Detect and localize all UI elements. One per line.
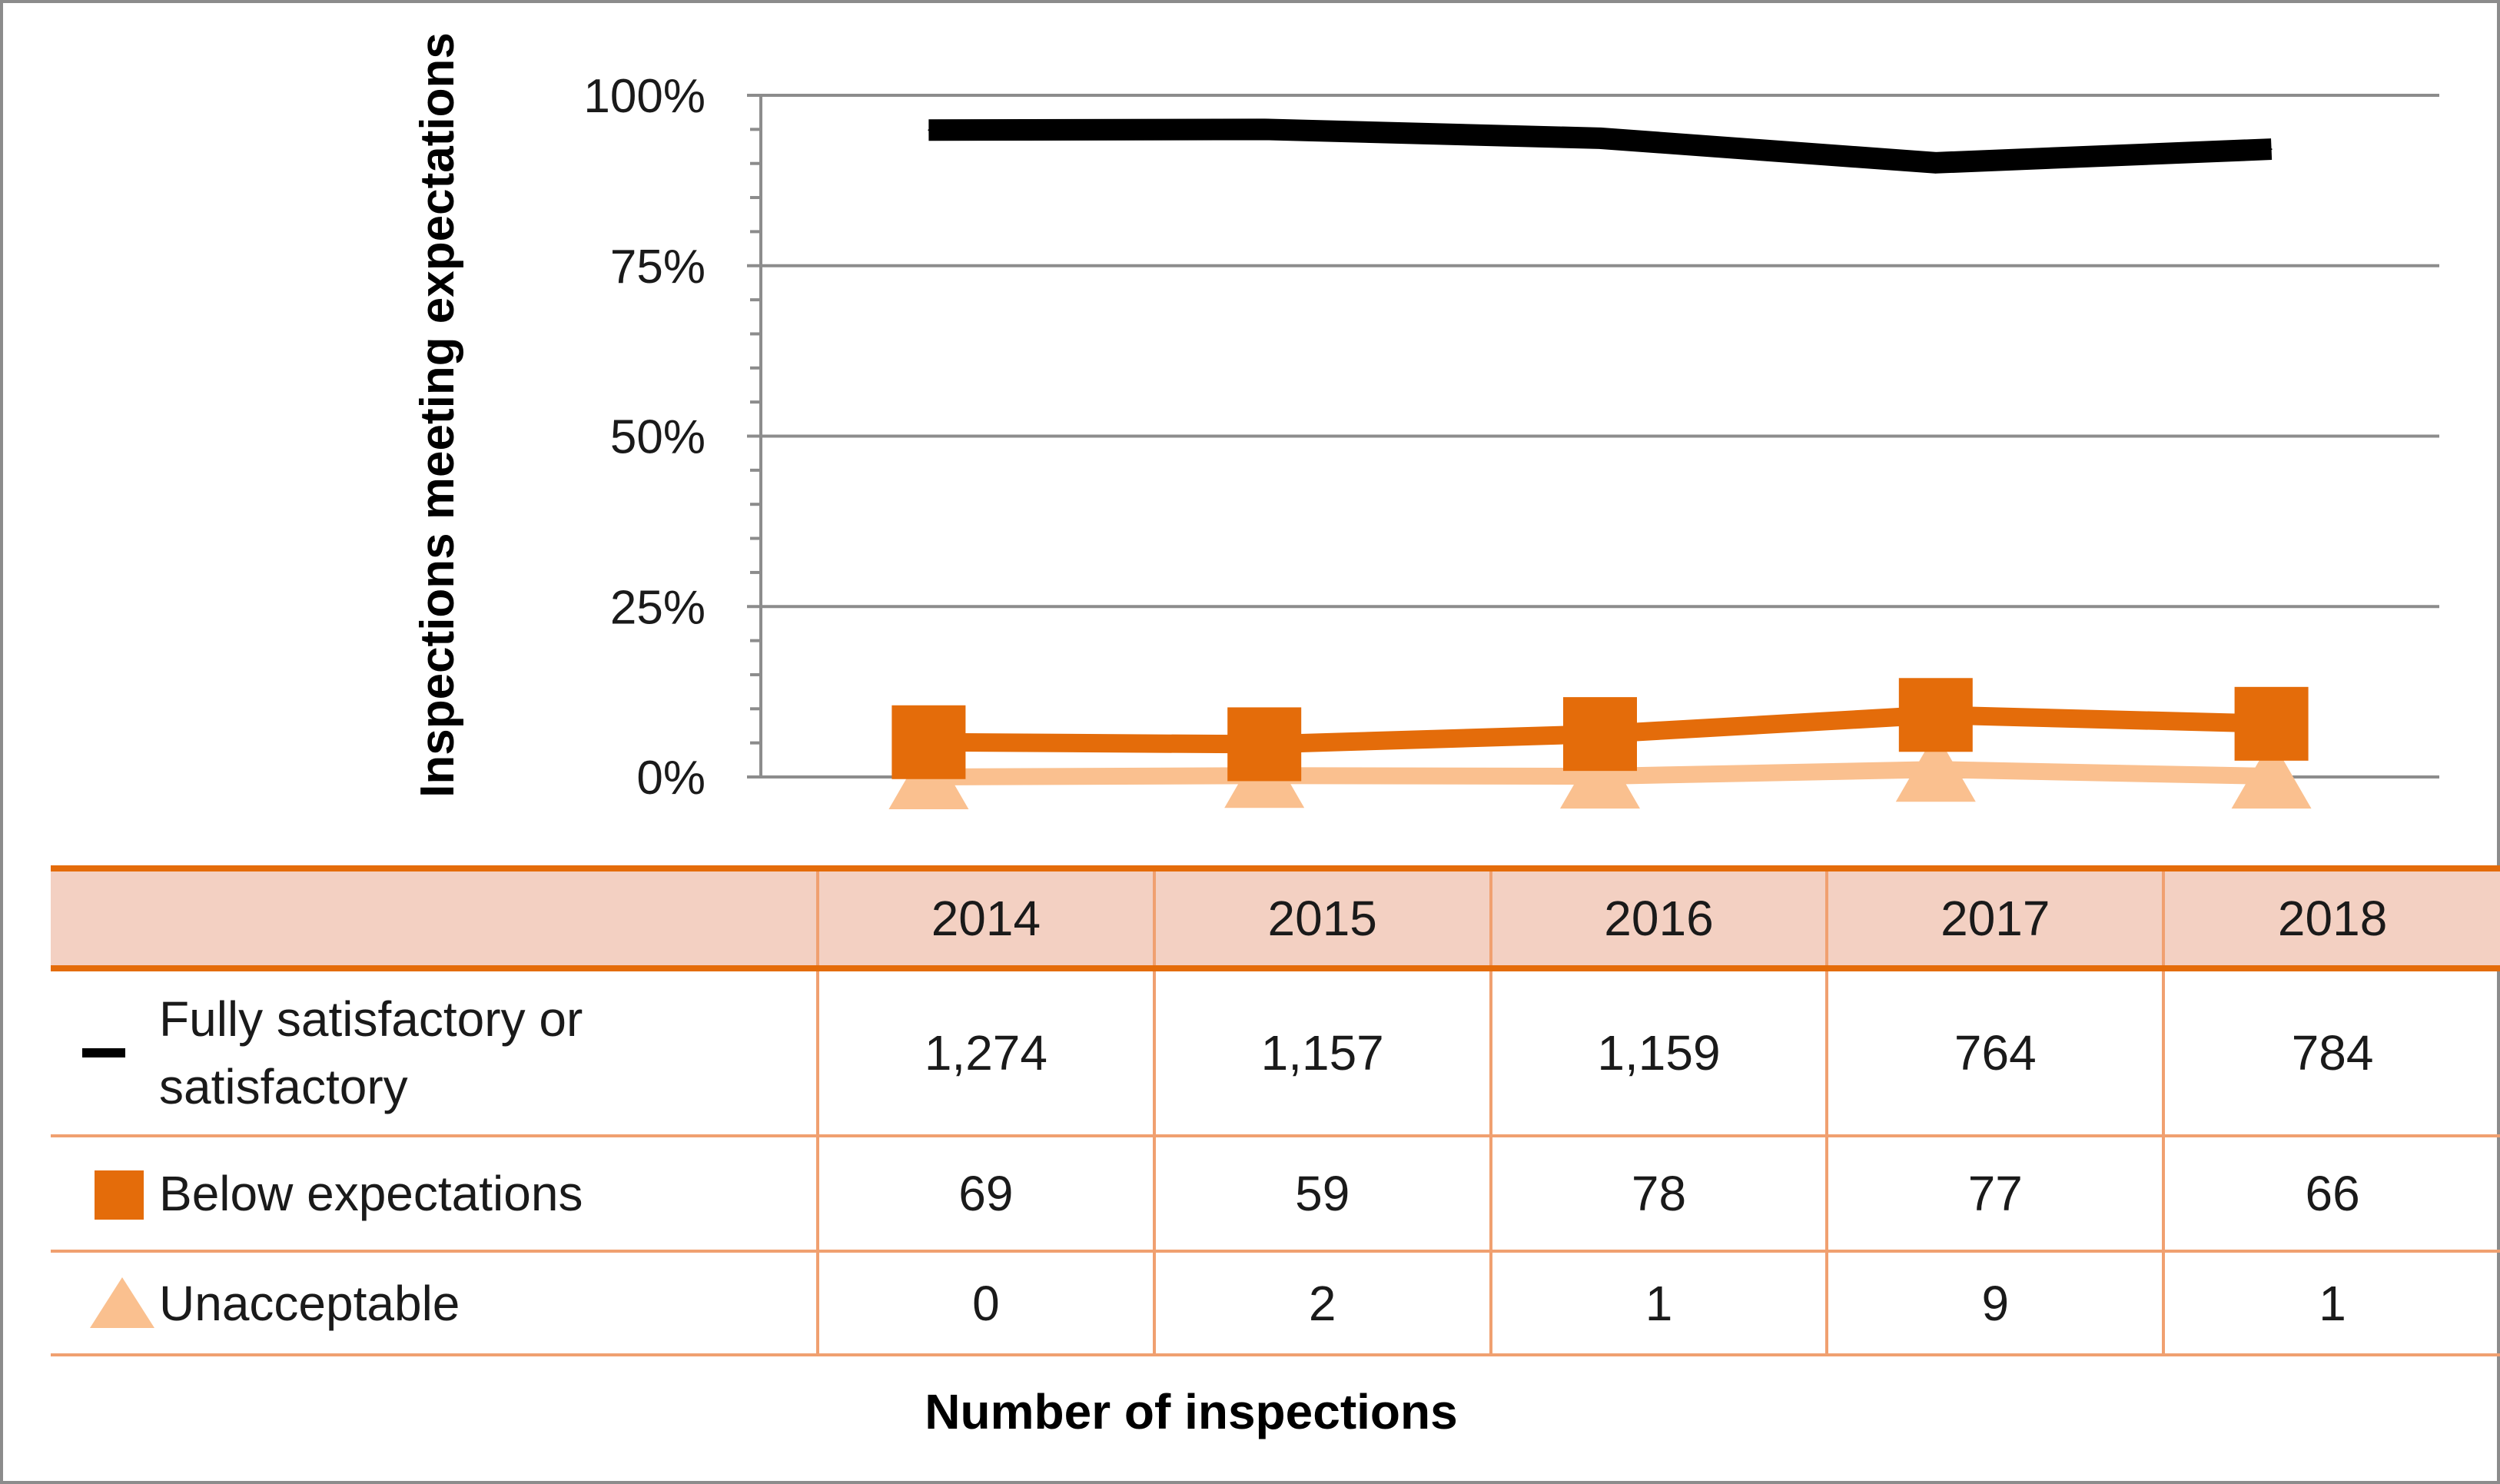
- count-cell: 784: [2162, 968, 2500, 1137]
- gridlines: [761, 94, 2439, 779]
- count-cell: 69: [816, 1136, 1154, 1253]
- y-tick-label: 75%: [610, 241, 706, 294]
- count-cell: 77: [1825, 1136, 2164, 1253]
- count-cell: 1,274: [816, 968, 1154, 1137]
- count-cell: 59: [1152, 1136, 1491, 1253]
- legend-cell-below-expectations: Below expectations: [51, 1136, 818, 1253]
- y-axis-title: Inspections meeting expectations: [411, 32, 464, 798]
- legend-label-fully-satisfactory: Fully satisfactory or satisfactory: [159, 991, 583, 1114]
- legend-label-below-expectations: Below expectations: [159, 1166, 583, 1221]
- legend-cell-unacceptable: Unacceptable: [51, 1251, 818, 1356]
- data-point-fully-satisfactory: [928, 129, 930, 131]
- y-tick-label: 50%: [610, 411, 706, 464]
- count-cell: 9: [1825, 1251, 2164, 1356]
- column-header-2015: 2015: [1152, 865, 1491, 971]
- data-point-below-expectations: [1898, 678, 1973, 752]
- count-cell: 1: [2162, 1251, 2500, 1356]
- table-corner-cell: [51, 865, 818, 971]
- count-cell: 0: [816, 1251, 1154, 1356]
- y-tick-label: 100%: [583, 70, 706, 123]
- series-line-0: [928, 118, 2273, 174]
- count-cell: 78: [1489, 1136, 1828, 1253]
- data-point-below-expectations: [1227, 707, 1302, 782]
- data-point-unacceptable: [1560, 739, 1640, 809]
- data-point-below-expectations: [891, 705, 966, 779]
- data-point-below-expectations: [1563, 697, 1637, 772]
- column-header-2017: 2017: [1825, 865, 2164, 971]
- count-cell: 1,157: [1152, 968, 1491, 1137]
- count-cell: 764: [1825, 968, 2164, 1137]
- series-lines: [888, 118, 2312, 809]
- table-row: Fully satisfactory or satisfactory 1,274…: [51, 968, 2500, 1137]
- legend-triangle-marker: [51, 1277, 154, 1328]
- column-header-2014: 2014: [816, 865, 1154, 971]
- data-point-below-expectations: [2234, 686, 2309, 761]
- data-table: 2014 2015 2016 2017 2018 Fully satisfact…: [51, 865, 2500, 1356]
- data-point-fully-satisfactory: [2270, 148, 2273, 151]
- count-cell: 66: [2162, 1136, 2500, 1253]
- data-point-unacceptable: [1895, 732, 1976, 802]
- data-point-unacceptable: [2231, 739, 2312, 809]
- data-point-fully-satisfactory: [1263, 128, 1266, 131]
- y-tick-label: 25%: [610, 581, 706, 634]
- data-point-fully-satisfactory: [1599, 137, 1601, 139]
- table-row: Below expectations 69 59 78 77 66: [51, 1136, 2500, 1253]
- column-header-2018: 2018: [2162, 865, 2500, 971]
- legend-cell-fully-satisfactory: Fully satisfactory or satisfactory: [51, 968, 818, 1137]
- count-cell: 1: [1489, 1251, 1828, 1356]
- x-axis-title: Number of inspections: [925, 1384, 1458, 1439]
- legend-line-marker: [51, 1030, 128, 1076]
- legend-square-marker: [51, 1170, 144, 1220]
- y-axis: 0% 25% 50% 75% 100%: [583, 70, 762, 805]
- count-cell: 1,159: [1489, 968, 1828, 1137]
- table-header-row: 2014 2015 2016 2017 2018: [51, 865, 2500, 971]
- y-tick-label: 0%: [636, 752, 706, 805]
- legend-label-unacceptable: Unacceptable: [159, 1275, 460, 1331]
- count-cell: 2: [1152, 1251, 1491, 1356]
- table-row: Unacceptable 0 2 1 9 1: [51, 1251, 2500, 1356]
- column-header-2016: 2016: [1489, 865, 1828, 971]
- data-point-fully-satisfactory: [1934, 161, 1937, 164]
